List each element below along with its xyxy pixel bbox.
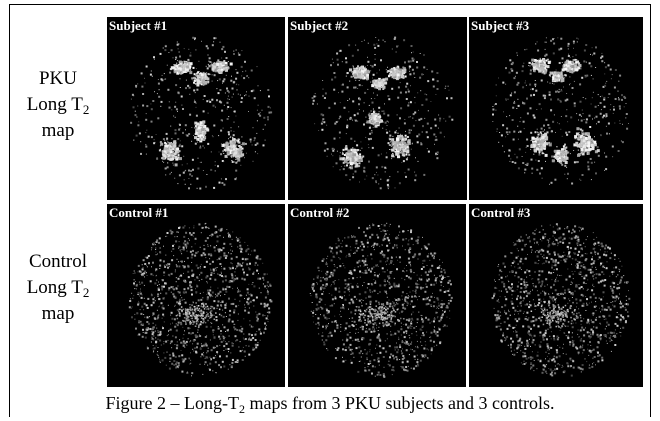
panel-subject-1: Subject #1 bbox=[107, 17, 285, 200]
panel-title: Control #3 bbox=[471, 205, 531, 220]
row-label-line2: Long T2 bbox=[10, 275, 106, 301]
brain-map-image bbox=[492, 37, 629, 185]
row-label-line2: Long T2 bbox=[10, 92, 106, 118]
row-label-line3: map bbox=[41, 120, 75, 141]
panel-title: Subject #1 bbox=[109, 18, 168, 33]
figure-caption: Figure 2 – Long-T2 maps from 3 PKU subje… bbox=[9, 392, 651, 416]
panel-title: Control #2 bbox=[290, 205, 350, 220]
brain-map-image bbox=[128, 222, 273, 377]
brain-map-image bbox=[130, 36, 273, 190]
row-label-line2-sub: 2 bbox=[82, 102, 90, 117]
panel-control-2: Control #2 bbox=[288, 204, 466, 387]
panel-subject-3: Subject #3 bbox=[469, 17, 643, 200]
figure-frame bbox=[9, 4, 651, 417]
caption-subscript: 2 bbox=[239, 402, 245, 416]
row-label-line2-main: Long T bbox=[26, 277, 83, 298]
row-label-line2-main: Long T bbox=[26, 94, 83, 115]
panel-title: Subject #3 bbox=[471, 18, 530, 33]
row-label-pku: PKU Long T2 map bbox=[10, 66, 106, 144]
panel-control-3: Control #3 bbox=[469, 204, 643, 387]
panel-title: Subject #2 bbox=[290, 18, 349, 33]
panel-subject-2: Subject #2 bbox=[288, 17, 467, 200]
row-label-line1: PKU bbox=[38, 68, 77, 89]
row-label-line3: map bbox=[41, 303, 75, 324]
panel-title: Control #1 bbox=[109, 205, 169, 220]
brain-map-image bbox=[491, 223, 631, 377]
caption-prefix: Figure 2 – Long-T bbox=[105, 393, 239, 413]
brain-map-image bbox=[311, 36, 454, 190]
panel-control-1: Control #1 bbox=[107, 204, 285, 387]
brain-map-image bbox=[309, 222, 453, 378]
row-label-line1: Control bbox=[28, 251, 88, 272]
row-label-control: Control Long T2 map bbox=[10, 249, 106, 327]
caption-suffix: maps from 3 PKU subjects and 3 controls. bbox=[245, 393, 555, 413]
row-label-line2-sub: 2 bbox=[82, 285, 90, 300]
